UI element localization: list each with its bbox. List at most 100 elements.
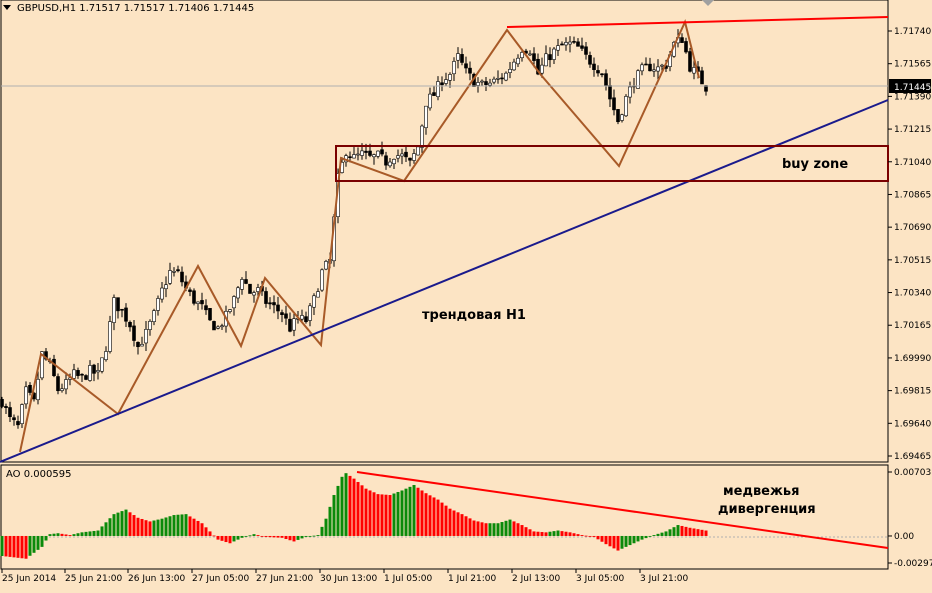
price-plot-frame bbox=[1, 0, 888, 462]
ao-bar bbox=[581, 535, 584, 536]
candle bbox=[321, 268, 324, 292]
ao-bar bbox=[29, 536, 32, 556]
ao-bar bbox=[241, 536, 244, 538]
ao-bar bbox=[489, 523, 492, 536]
ao-bar bbox=[657, 534, 660, 536]
candle bbox=[325, 260, 328, 270]
candle bbox=[625, 94, 628, 117]
ao-bar bbox=[145, 520, 148, 536]
ao-bar bbox=[397, 492, 400, 536]
ao-bar bbox=[613, 536, 616, 548]
ao-bar bbox=[701, 530, 704, 536]
ao-bar bbox=[197, 521, 200, 536]
ao-bar bbox=[405, 489, 408, 536]
ao-bar bbox=[389, 495, 392, 536]
ao-bar bbox=[69, 535, 72, 536]
ao-bar bbox=[453, 510, 456, 535]
ao-bar bbox=[213, 536, 216, 537]
ao-bar bbox=[485, 523, 488, 536]
ao-bar bbox=[73, 534, 76, 536]
ao-bar bbox=[357, 482, 360, 536]
ao-bar bbox=[693, 528, 696, 536]
ao-bar bbox=[341, 477, 344, 536]
ao-bar bbox=[329, 507, 332, 536]
ao-panel[interactable]: AO 0.000595 медвежья дивергенция 0.00703… bbox=[1, 465, 932, 569]
ao-bar bbox=[325, 519, 328, 536]
ao-bar bbox=[601, 536, 604, 542]
ao-bar bbox=[157, 520, 160, 536]
candle bbox=[417, 146, 420, 155]
ao-bar bbox=[113, 514, 116, 536]
time-tick-label: 25 Jun 2014 bbox=[2, 574, 56, 584]
ao-bar bbox=[689, 528, 692, 536]
ao-bar bbox=[673, 527, 676, 536]
divergence-label-line2: дивергенция bbox=[718, 502, 816, 517]
ao-tick-label: -0.00297 bbox=[894, 559, 932, 569]
ao-bar bbox=[677, 525, 680, 536]
ao-bar bbox=[561, 531, 564, 536]
ao-bar bbox=[669, 529, 672, 536]
ao-bar bbox=[149, 521, 152, 536]
candle bbox=[193, 288, 196, 305]
time-tick-label: 2 Jul 13:00 bbox=[512, 574, 561, 584]
ao-bar bbox=[493, 523, 496, 536]
ao-bar bbox=[417, 488, 420, 536]
ao-bar bbox=[193, 519, 196, 536]
price-panel[interactable]: GBPUSD,H1 1.71517 1.71517 1.71406 1.7144… bbox=[0, 0, 931, 462]
ao-bar bbox=[517, 523, 520, 536]
ao-bar bbox=[293, 536, 296, 541]
ao-bar bbox=[437, 500, 440, 536]
price-tick-label: 1.69640 bbox=[894, 419, 931, 429]
ao-bar bbox=[585, 536, 588, 537]
candle bbox=[209, 308, 212, 321]
ao-bar bbox=[553, 531, 556, 536]
ao-bar bbox=[537, 532, 540, 536]
ao-bar bbox=[61, 534, 64, 536]
time-tick-label: 1 Jul 05:00 bbox=[384, 574, 433, 584]
ao-bar bbox=[529, 529, 532, 536]
ao-bar bbox=[77, 533, 80, 536]
ao-bar bbox=[161, 519, 164, 536]
ao-bar bbox=[53, 534, 56, 536]
ao-bar bbox=[305, 536, 308, 537]
ao-bar bbox=[301, 536, 304, 538]
ao-bar bbox=[433, 497, 436, 536]
price-tick-label: 1.70340 bbox=[894, 289, 931, 299]
ao-bar bbox=[353, 479, 356, 536]
ao-bar bbox=[705, 531, 708, 536]
ao-bar bbox=[285, 536, 288, 539]
ao-bar bbox=[13, 536, 16, 557]
ao-bar bbox=[49, 534, 52, 536]
ao-bar bbox=[409, 487, 412, 536]
ao-bar bbox=[605, 536, 608, 544]
ao-bar bbox=[549, 532, 552, 536]
ao-bar bbox=[57, 533, 60, 536]
ao-bar bbox=[685, 527, 688, 536]
time-tick-label: 1 Jul 21:00 bbox=[448, 574, 497, 584]
price-tick-label: 1.71040 bbox=[894, 158, 931, 168]
time-tick-label: 30 Jun 13:00 bbox=[320, 574, 377, 584]
price-tick-label: 1.69815 bbox=[894, 387, 931, 397]
price-tick-label: 1.69990 bbox=[894, 354, 931, 364]
ao-bar bbox=[625, 536, 628, 547]
ao-bar bbox=[209, 531, 212, 536]
buy-zone-label: buy zone bbox=[782, 157, 848, 172]
ao-bar bbox=[201, 523, 204, 536]
ao-bar bbox=[337, 486, 340, 536]
ao-bar bbox=[573, 533, 576, 536]
ao-bar bbox=[101, 526, 104, 536]
ao-bar bbox=[541, 532, 544, 536]
ao-bar bbox=[633, 536, 636, 543]
ao-bar bbox=[181, 514, 184, 536]
ao-bar bbox=[289, 536, 292, 540]
ao-bar bbox=[333, 495, 336, 536]
ao-bar bbox=[321, 527, 324, 536]
ao-bar bbox=[217, 536, 220, 540]
ao-bar bbox=[445, 506, 448, 536]
ao-bar bbox=[269, 536, 272, 537]
ao-bar bbox=[245, 536, 248, 537]
ao-bar bbox=[277, 536, 280, 538]
ao-bar bbox=[85, 532, 88, 536]
ao-bar bbox=[513, 521, 516, 536]
ao-bar bbox=[177, 515, 180, 536]
